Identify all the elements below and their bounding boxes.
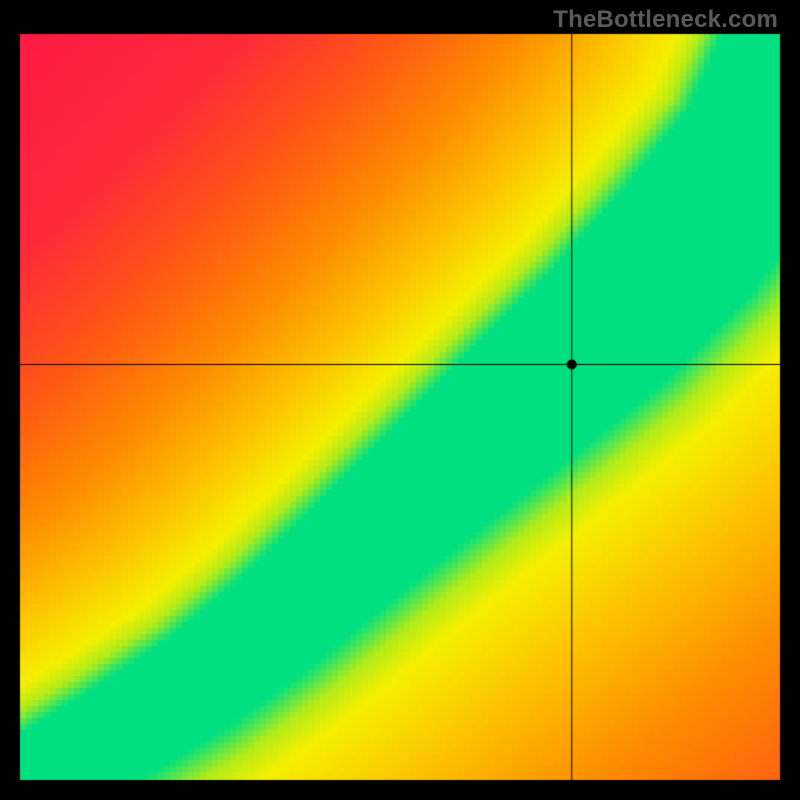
chart-container: TheBottleneck.com (0, 0, 800, 800)
heatmap-canvas (0, 0, 800, 800)
watermark-text: TheBottleneck.com (553, 6, 778, 34)
